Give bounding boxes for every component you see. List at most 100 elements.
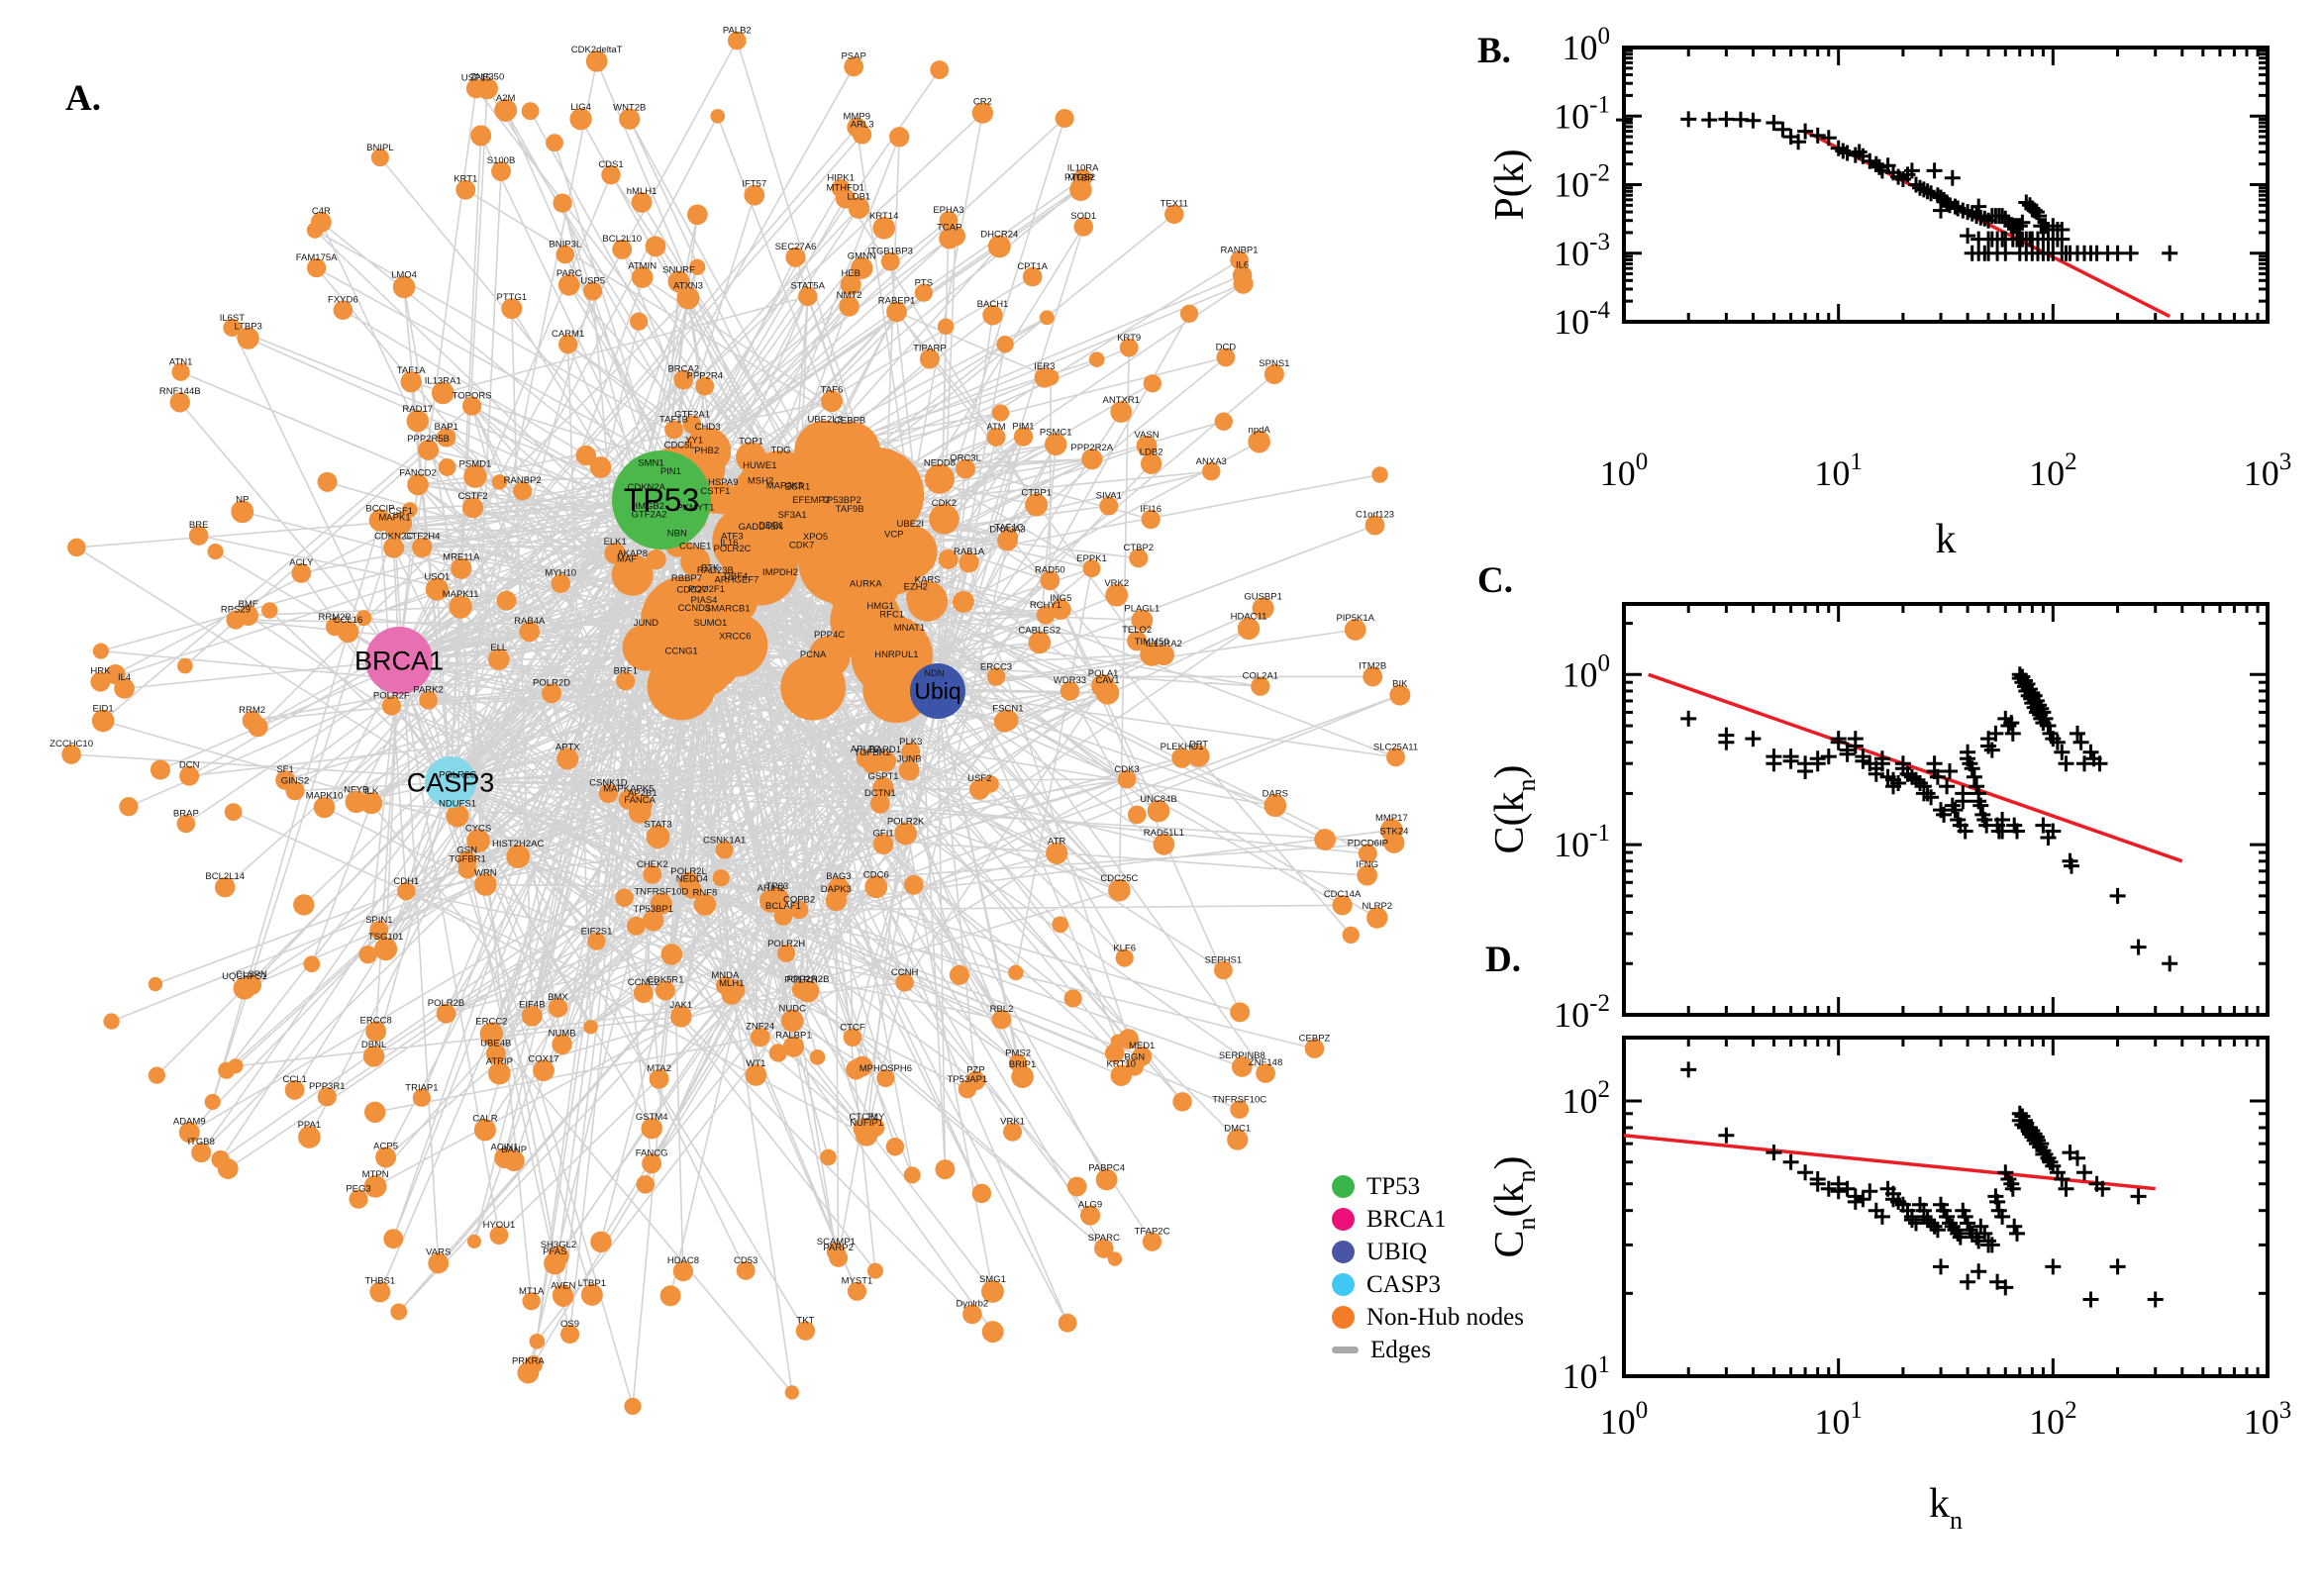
network-node	[551, 573, 570, 594]
network-node	[188, 526, 209, 546]
network-node	[1079, 1205, 1101, 1226]
network-node	[659, 1285, 681, 1307]
network-node-label: CSNK1A1	[703, 835, 746, 846]
network-node-label: AKAP8	[617, 549, 648, 559]
network-node	[1140, 452, 1162, 474]
scatter-points	[1680, 1061, 2164, 1308]
network-node	[862, 654, 931, 724]
network-node-label: CDK2deltaT	[571, 45, 623, 55]
network-node	[616, 671, 636, 691]
network-node-label: SIVA1	[1096, 491, 1122, 502]
network-node-label: COPB2	[783, 895, 815, 906]
network-graph: NEDD8 KARS DDB1 PCNA CDK2 CCND3 CCNE1 CCNG1 XRCC…	[50, 26, 1418, 1415]
network-node-label: MRE11A	[443, 552, 480, 563]
network-node-label: PARC	[556, 268, 582, 279]
network-node	[886, 301, 907, 323]
network-node-label: RCHY1	[1030, 600, 1061, 611]
network-node-label: SH3GL2	[541, 1240, 576, 1250]
network-node	[991, 1009, 1012, 1030]
network-node-label: PZP	[966, 1065, 984, 1076]
network-node-label: BCL2L10	[602, 234, 642, 245]
network-node	[631, 191, 653, 213]
network-node	[784, 1385, 800, 1400]
network-node	[898, 628, 921, 650]
network-node	[461, 396, 482, 416]
network-node	[1131, 609, 1154, 632]
network-node-label: BIK	[1392, 679, 1408, 690]
network-node	[880, 251, 900, 271]
network-node	[745, 1064, 767, 1086]
network-node	[864, 875, 888, 899]
network-node	[487, 648, 510, 670]
network-node-label: MTA2	[647, 1063, 671, 1074]
network-node-label: PTTG1	[497, 292, 528, 303]
network-node	[809, 1049, 826, 1065]
network-node-label: BCL2L14	[205, 871, 245, 882]
network-node	[261, 602, 278, 619]
network-node-label: CDK2	[932, 498, 957, 509]
network-node-label: XRCC6	[719, 631, 751, 642]
network-node	[982, 305, 1003, 326]
network-node	[1104, 1043, 1125, 1063]
network-node-label: UQCRFS1	[222, 971, 266, 982]
network-node-label: TIMM50	[1135, 637, 1169, 648]
network-node	[553, 193, 572, 213]
network-node	[575, 445, 597, 466]
network-node	[636, 1175, 656, 1194]
network-node	[360, 792, 383, 815]
network-node	[851, 256, 873, 280]
network-node	[1230, 1100, 1250, 1119]
network-node-label: TAF6	[821, 384, 844, 395]
network-node-label: ELL	[490, 643, 507, 653]
network-node-label: ERCC3	[980, 661, 1012, 672]
legend: TP53 BRCA1 UBIQ CASP3 Non-Hub nodes Edges	[1332, 1170, 1524, 1366]
network-node	[496, 590, 517, 611]
network-node	[643, 910, 664, 932]
network-node	[489, 1226, 509, 1245]
network-node	[521, 102, 540, 121]
network-node	[839, 296, 859, 317]
network-node	[491, 474, 508, 490]
network-node	[191, 1143, 212, 1163]
network-node	[872, 216, 896, 240]
network-node	[987, 235, 1011, 258]
network-node	[513, 481, 533, 501]
network-node-label: MYH10	[545, 568, 576, 579]
network-node-label: USO1	[424, 571, 450, 582]
legend-item: CASP3	[1332, 1268, 1524, 1301]
network-node	[207, 543, 224, 560]
network-node	[466, 1234, 481, 1248]
scatter-points	[1616, 111, 2178, 261]
network-node-label: DDB1	[758, 520, 783, 531]
fit-line	[1648, 672, 2183, 863]
network-node-label: DCTN1	[864, 788, 896, 799]
panel-d-letter: D.	[1485, 940, 1521, 980]
network-node-label: ANXA3	[1196, 456, 1227, 467]
network-node	[1143, 374, 1162, 393]
network-node	[1233, 273, 1254, 294]
network-node-label: PPA1	[298, 1120, 322, 1131]
network-node	[643, 864, 662, 884]
network-node	[1107, 1251, 1123, 1266]
network-node	[601, 164, 621, 185]
panel-a-letter: A.	[65, 78, 101, 119]
network-node	[870, 794, 890, 814]
legend-item-label: CASP3	[1366, 1270, 1442, 1298]
network-node	[914, 283, 933, 302]
network-node	[1342, 926, 1360, 945]
network-node	[431, 381, 454, 405]
network-node-label: EIF4B	[519, 1000, 545, 1011]
network-node-label: ITGB8	[187, 1137, 214, 1147]
network-node	[451, 557, 472, 579]
network-node-label: MLH1	[719, 978, 744, 989]
network-node-label: SOD1	[1070, 211, 1096, 222]
network-node	[1073, 217, 1093, 237]
network-node	[646, 825, 670, 849]
network-node	[631, 266, 654, 288]
network-node-label: BNIP3L	[549, 240, 581, 250]
network-node	[890, 538, 906, 553]
network-node	[785, 247, 806, 267]
network-node	[1036, 606, 1056, 625]
network-node-label: BMX	[548, 992, 568, 1003]
